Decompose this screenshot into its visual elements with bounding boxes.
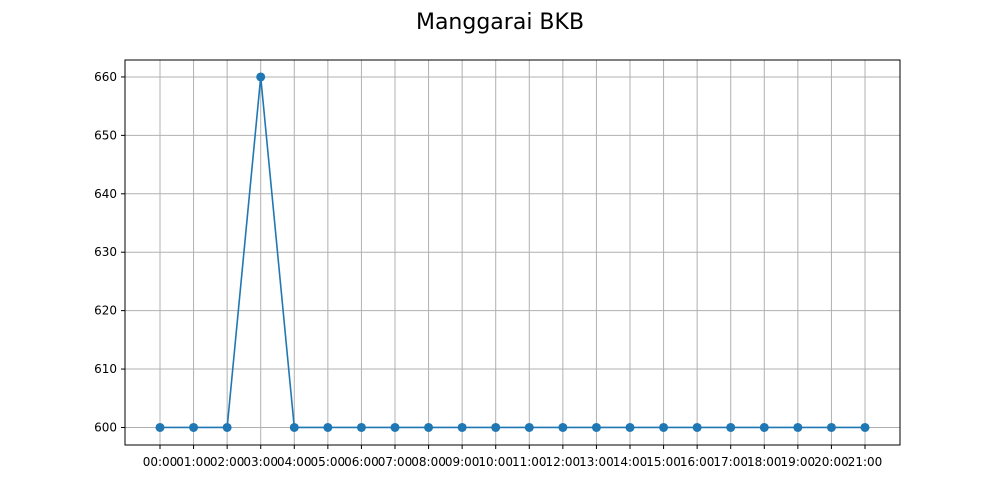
x-axis: 00:0001:0002:0003:0004:0005:0006:0007:00… <box>143 445 883 469</box>
data-point <box>457 422 467 432</box>
x-tick-label: 15:00 <box>646 455 681 469</box>
series-layer <box>155 72 870 432</box>
x-tick-label: 00:00 <box>143 455 178 469</box>
data-point <box>860 422 870 432</box>
x-tick-label: 11:00 <box>512 455 547 469</box>
data-point <box>659 422 669 432</box>
x-tick-label: 06:00 <box>344 455 379 469</box>
x-tick-label: 05:00 <box>311 455 346 469</box>
data-point <box>390 422 400 432</box>
data-point <box>323 422 333 432</box>
data-point <box>356 422 366 432</box>
data-point <box>793 422 803 432</box>
x-tick-label: 04:00 <box>277 455 312 469</box>
y-tick-label: 630 <box>94 245 117 259</box>
y-tick-label: 620 <box>94 304 117 318</box>
x-tick-label: 12:00 <box>546 455 581 469</box>
y-tick-label: 600 <box>94 420 117 434</box>
data-point <box>222 422 232 432</box>
data-point <box>591 422 601 432</box>
data-point <box>424 422 434 432</box>
x-tick-label: 07:00 <box>378 455 413 469</box>
data-point <box>625 422 635 432</box>
x-tick-label: 10:00 <box>478 455 513 469</box>
y-tick-label: 640 <box>94 187 117 201</box>
x-tick-label: 01:00 <box>176 455 211 469</box>
data-point <box>558 422 568 432</box>
x-tick-label: 16:00 <box>680 455 715 469</box>
data-point <box>155 422 165 432</box>
y-axis: 600 610 620 630 640 650 660 <box>94 70 125 434</box>
x-tick-label: 17:00 <box>713 455 748 469</box>
data-point <box>524 422 534 432</box>
x-tick-label: 14:00 <box>613 455 648 469</box>
y-tick-label: 660 <box>94 70 117 84</box>
data-point <box>289 422 299 432</box>
series-line <box>160 76 865 429</box>
data-point <box>491 422 501 432</box>
x-tick-label: 13:00 <box>579 455 614 469</box>
data-point <box>189 422 199 432</box>
data-point <box>692 422 702 432</box>
x-tick-label: 08:00 <box>411 455 446 469</box>
data-point <box>726 422 736 432</box>
y-tick-label: 610 <box>94 362 117 376</box>
grid <box>125 60 900 445</box>
x-tick-label: 20:00 <box>814 455 849 469</box>
chart-title: Manggarai BKB <box>416 10 584 35</box>
data-point <box>256 72 266 82</box>
x-tick-label: 02:00 <box>210 455 245 469</box>
x-tick-label: 09:00 <box>445 455 480 469</box>
x-tick-label: 21:00 <box>848 455 883 469</box>
x-tick-label: 18:00 <box>747 455 782 469</box>
x-tick-label: 03:00 <box>243 455 278 469</box>
data-point <box>759 422 769 432</box>
y-tick-label: 650 <box>94 128 117 142</box>
data-point <box>826 422 836 432</box>
x-tick-label: 19:00 <box>781 455 816 469</box>
